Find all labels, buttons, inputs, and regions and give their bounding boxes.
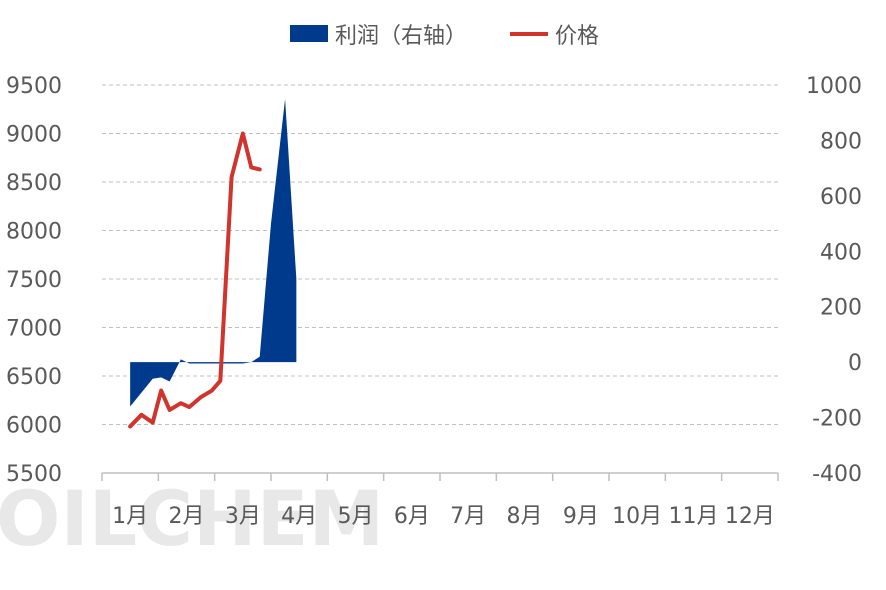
watermark: OILCHEM bbox=[0, 474, 384, 563]
x-axis-tick-label: 4月 bbox=[281, 504, 317, 529]
x-axis-tick-label: 7月 bbox=[450, 504, 486, 529]
axes: 550060006500700075008000850090009500-400… bbox=[6, 74, 862, 529]
legend-profit-swatch bbox=[290, 25, 328, 42]
left-axis-tick-label: 5500 bbox=[6, 462, 62, 487]
x-axis-tick-label: 10月 bbox=[612, 504, 662, 529]
x-axis-tick-label: 1月 bbox=[112, 504, 148, 529]
left-axis-tick-label: 8000 bbox=[6, 220, 62, 245]
x-axis-tick-label: 3月 bbox=[225, 504, 261, 529]
right-axis-tick-label: 1000 bbox=[806, 74, 862, 99]
left-axis-tick-label: 6000 bbox=[6, 414, 62, 439]
plot-area bbox=[128, 98, 297, 429]
legend-profit-label: 利润（右轴） bbox=[335, 24, 467, 49]
x-axis-tick-label: 8月 bbox=[507, 504, 543, 529]
left-axis-tick-label: 6500 bbox=[6, 365, 62, 390]
price-line bbox=[128, 131, 262, 429]
right-axis-tick-label: -400 bbox=[812, 462, 862, 487]
left-axis-tick-label: 7000 bbox=[6, 317, 62, 342]
x-axis-tick-label: 12月 bbox=[725, 504, 775, 529]
x-axis-tick-label: 9月 bbox=[563, 504, 599, 529]
right-axis-tick-label: -200 bbox=[812, 407, 862, 432]
legend: 利润（右轴） 价格 bbox=[290, 24, 599, 49]
left-axis-tick-label: 8500 bbox=[6, 171, 62, 196]
profit-area bbox=[130, 98, 297, 407]
x-axis-tick-label: 6月 bbox=[394, 504, 430, 529]
x-axis-tick-label: 11月 bbox=[669, 504, 719, 529]
right-axis-tick-label: 400 bbox=[820, 240, 862, 265]
x-axis-tick-label: 5月 bbox=[338, 504, 374, 529]
right-axis-tick-label: 200 bbox=[820, 296, 862, 321]
legend-price-label: 价格 bbox=[555, 24, 599, 49]
watermark-text: OILCHEM bbox=[0, 474, 384, 563]
gridlines bbox=[102, 84, 778, 425]
left-axis-tick-label: 7500 bbox=[6, 268, 62, 293]
left-axis-tick-label: 9000 bbox=[6, 123, 62, 148]
x-axis-tick-label: 2月 bbox=[169, 504, 205, 529]
right-axis-tick-label: 600 bbox=[820, 185, 862, 210]
right-axis-tick-label: 0 bbox=[848, 351, 862, 376]
left-axis-tick-label: 9500 bbox=[6, 74, 62, 99]
right-axis-tick-label: 800 bbox=[820, 129, 862, 154]
